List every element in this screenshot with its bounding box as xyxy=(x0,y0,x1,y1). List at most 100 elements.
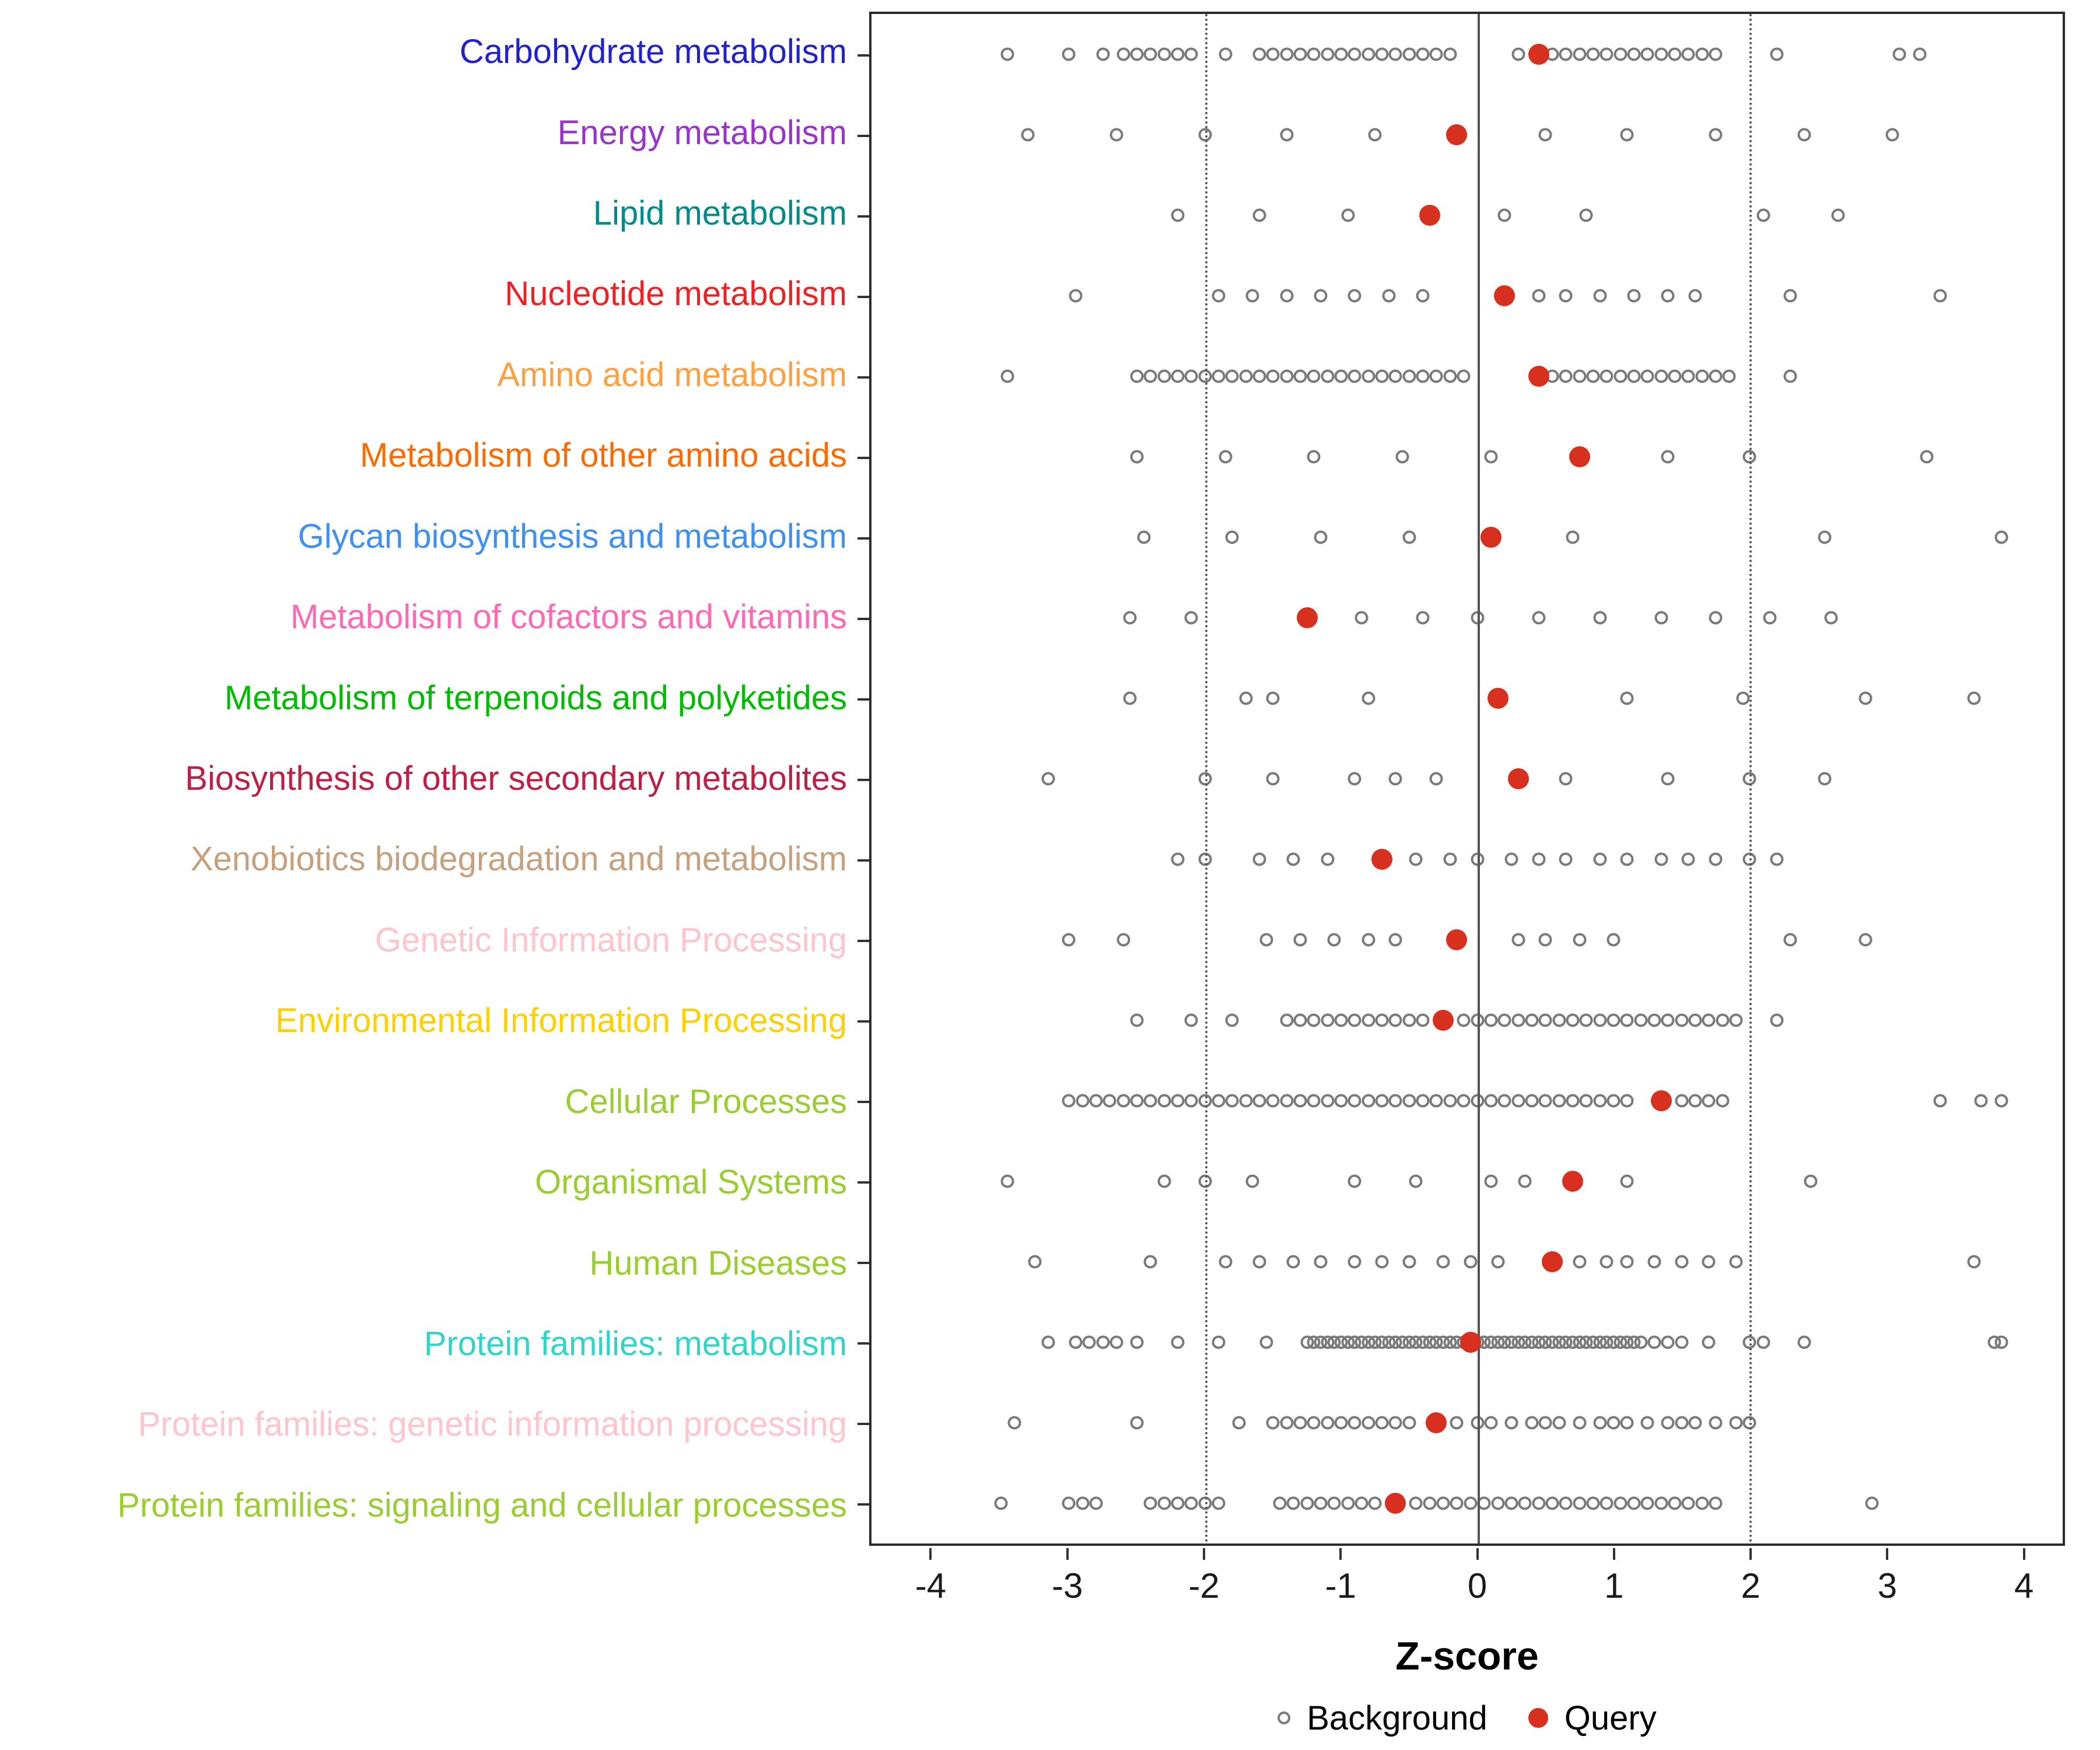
query-point xyxy=(1426,1412,1447,1433)
background-point xyxy=(1184,47,1198,61)
background-point xyxy=(1620,128,1634,142)
background-point xyxy=(1096,47,1110,61)
background-point xyxy=(1538,1094,1552,1108)
background-point xyxy=(1593,611,1607,625)
background-point xyxy=(1062,1094,1076,1108)
background-point xyxy=(1538,128,1552,142)
x-axis-tick xyxy=(1612,1548,1615,1560)
category-label: Genetic Information Processing xyxy=(374,921,847,959)
legend: Background Query xyxy=(869,1692,2065,1744)
background-point xyxy=(1675,1335,1689,1349)
background-point xyxy=(1457,369,1471,383)
background-point xyxy=(1573,1416,1587,1430)
background-point xyxy=(1974,1094,1988,1108)
background-point xyxy=(1511,933,1525,947)
background-point xyxy=(1354,611,1368,625)
background-point xyxy=(1171,1335,1185,1349)
background-point xyxy=(1450,1496,1464,1510)
x-tick-label: 3 xyxy=(1877,1566,1898,1605)
background-point xyxy=(1818,530,1832,544)
background-point xyxy=(1518,1174,1532,1188)
dot-row xyxy=(858,658,2063,738)
background-point xyxy=(1171,47,1185,61)
background-point xyxy=(1130,1335,1144,1349)
background-point xyxy=(1280,1416,1294,1430)
y-axis-tick xyxy=(858,537,869,540)
background-point xyxy=(1511,1013,1525,1027)
filled-circle-icon xyxy=(1528,1708,1548,1728)
background-point xyxy=(1709,47,1723,61)
x-tick-label: -2 xyxy=(1188,1566,1220,1605)
background-point xyxy=(1348,289,1362,303)
y-axis-tick xyxy=(858,376,869,379)
dot-row xyxy=(858,497,2063,578)
background-point xyxy=(1443,47,1457,61)
background-point xyxy=(994,1496,1008,1510)
background-point xyxy=(1579,1013,1593,1027)
background-point xyxy=(1062,933,1076,947)
background-point xyxy=(1143,1496,1157,1510)
background-point xyxy=(1388,369,1402,383)
x-tick-label: 1 xyxy=(1604,1566,1624,1605)
background-point xyxy=(1171,1496,1185,1510)
background-point xyxy=(1885,128,1899,142)
background-point xyxy=(1402,530,1416,544)
background-point xyxy=(1511,47,1525,61)
background-point xyxy=(1600,47,1614,61)
background-point xyxy=(1450,1416,1464,1430)
background-point xyxy=(1484,1416,1498,1430)
background-point xyxy=(1532,1496,1546,1510)
reference-line-x-2 xyxy=(1749,14,1752,1544)
background-point xyxy=(1559,852,1573,866)
background-point xyxy=(1967,1255,1981,1269)
background-point xyxy=(1307,1094,1321,1108)
background-point xyxy=(1865,1496,1879,1510)
background-point xyxy=(1538,1416,1552,1430)
x-axis: -4 -3 -2 -1 0 1 2 3 4 xyxy=(869,1548,2065,1630)
background-point xyxy=(1797,1335,1811,1349)
background-point xyxy=(1661,1335,1675,1349)
x-tick-label: -4 xyxy=(915,1566,947,1605)
background-point xyxy=(1892,47,1906,61)
background-point xyxy=(1375,1013,1389,1027)
background-point xyxy=(1600,1255,1614,1269)
legend-label-background: Background xyxy=(1307,1699,1488,1737)
background-point xyxy=(1212,369,1226,383)
y-axis-tick xyxy=(858,1101,869,1103)
background-point xyxy=(1661,1416,1675,1430)
background-point xyxy=(1464,1255,1478,1269)
background-point xyxy=(1000,369,1014,383)
background-point xyxy=(1388,933,1402,947)
background-point xyxy=(1504,1496,1518,1510)
background-point xyxy=(1797,128,1811,142)
background-point xyxy=(1681,369,1695,383)
background-point xyxy=(1225,369,1239,383)
background-point xyxy=(1491,1496,1504,1510)
background-point xyxy=(1314,289,1328,303)
dot-row xyxy=(858,256,2063,336)
background-point xyxy=(1089,1094,1103,1108)
background-point xyxy=(1300,1496,1314,1510)
background-point xyxy=(1069,1335,1083,1349)
background-point xyxy=(1041,772,1055,786)
query-point xyxy=(1528,44,1549,65)
background-point xyxy=(1661,289,1675,303)
background-point xyxy=(1157,1174,1171,1188)
background-point xyxy=(1804,1174,1818,1188)
background-point xyxy=(1321,852,1335,866)
background-point xyxy=(1423,1496,1437,1510)
dot-row xyxy=(858,1222,2063,1302)
background-point xyxy=(1559,1496,1573,1510)
background-point xyxy=(1593,852,1607,866)
background-point xyxy=(1443,369,1457,383)
background-point xyxy=(1729,1255,1743,1269)
background-point xyxy=(1293,1416,1307,1430)
background-point xyxy=(1334,1013,1348,1027)
background-point xyxy=(1606,1013,1620,1027)
background-point xyxy=(1859,691,1873,705)
background-point xyxy=(1362,1094,1376,1108)
x-axis-tick xyxy=(1749,1548,1752,1560)
background-point xyxy=(1620,1255,1634,1269)
background-point xyxy=(1252,369,1266,383)
background-point xyxy=(1709,128,1723,142)
